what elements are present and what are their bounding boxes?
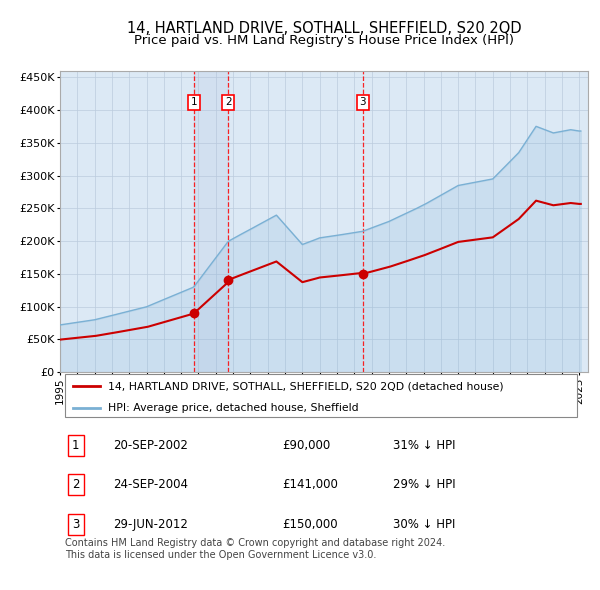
Text: 3: 3 [359,97,366,107]
Text: £90,000: £90,000 [282,439,330,452]
Text: Contains HM Land Registry data © Crown copyright and database right 2024.
This d: Contains HM Land Registry data © Crown c… [65,538,446,560]
Text: 2: 2 [72,478,80,491]
Text: 30% ↓ HPI: 30% ↓ HPI [392,518,455,531]
Text: Price paid vs. HM Land Registry's House Price Index (HPI): Price paid vs. HM Land Registry's House … [134,34,514,47]
Text: 1: 1 [72,439,80,452]
Text: 29-JUN-2012: 29-JUN-2012 [113,518,188,531]
Bar [194,71,228,372]
Text: 20-SEP-2002: 20-SEP-2002 [113,439,188,452]
Text: 29% ↓ HPI: 29% ↓ HPI [392,478,455,491]
Text: HPI: Average price, detached house, Sheffield: HPI: Average price, detached house, Shef… [107,403,358,413]
Text: 3: 3 [72,518,80,531]
Text: 14, HARTLAND DRIVE, SOTHALL, SHEFFIELD, S20 2QD (detached house): 14, HARTLAND DRIVE, SOTHALL, SHEFFIELD, … [107,381,503,391]
Text: 31% ↓ HPI: 31% ↓ HPI [392,439,455,452]
FancyBboxPatch shape [65,375,577,417]
Text: £141,000: £141,000 [282,478,338,491]
Text: 14, HARTLAND DRIVE, SOTHALL, SHEFFIELD, S20 2QD: 14, HARTLAND DRIVE, SOTHALL, SHEFFIELD, … [127,21,521,35]
Text: 24-SEP-2004: 24-SEP-2004 [113,478,188,491]
Text: £150,000: £150,000 [282,518,337,531]
Text: 2: 2 [225,97,232,107]
Text: 1: 1 [190,97,197,107]
